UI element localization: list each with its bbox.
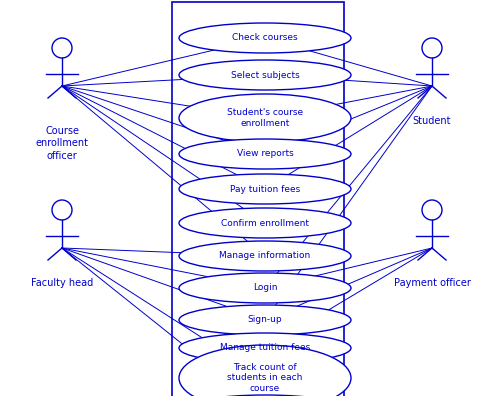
Ellipse shape <box>179 345 351 396</box>
Ellipse shape <box>179 174 351 204</box>
Text: Check courses: Check courses <box>232 34 298 42</box>
Text: Manage information: Manage information <box>220 251 311 261</box>
Text: Manage tuition fees: Manage tuition fees <box>220 343 310 352</box>
Ellipse shape <box>179 305 351 335</box>
Bar <box>172 2 344 396</box>
Text: Student's course
enrollment: Student's course enrollment <box>227 108 303 128</box>
Ellipse shape <box>179 241 351 271</box>
Ellipse shape <box>179 94 351 142</box>
Text: View reports: View reports <box>237 150 293 158</box>
Ellipse shape <box>179 333 351 363</box>
Ellipse shape <box>179 395 351 396</box>
Text: Payment officer: Payment officer <box>393 278 470 288</box>
Text: Track count of
students in each
course: Track count of students in each course <box>227 363 303 393</box>
Ellipse shape <box>179 23 351 53</box>
Ellipse shape <box>179 208 351 238</box>
Text: Student: Student <box>413 116 451 126</box>
Text: Select subjects: Select subjects <box>231 70 299 80</box>
Ellipse shape <box>179 139 351 169</box>
Text: Login: Login <box>253 284 277 293</box>
Text: Course
enrollment
officer: Course enrollment officer <box>36 126 88 161</box>
Ellipse shape <box>179 60 351 90</box>
Ellipse shape <box>179 273 351 303</box>
Text: Pay tuition fees: Pay tuition fees <box>230 185 300 194</box>
Text: Faculty head: Faculty head <box>31 278 93 288</box>
Text: Confirm enrollment: Confirm enrollment <box>221 219 309 227</box>
Text: Sign-up: Sign-up <box>248 316 283 324</box>
